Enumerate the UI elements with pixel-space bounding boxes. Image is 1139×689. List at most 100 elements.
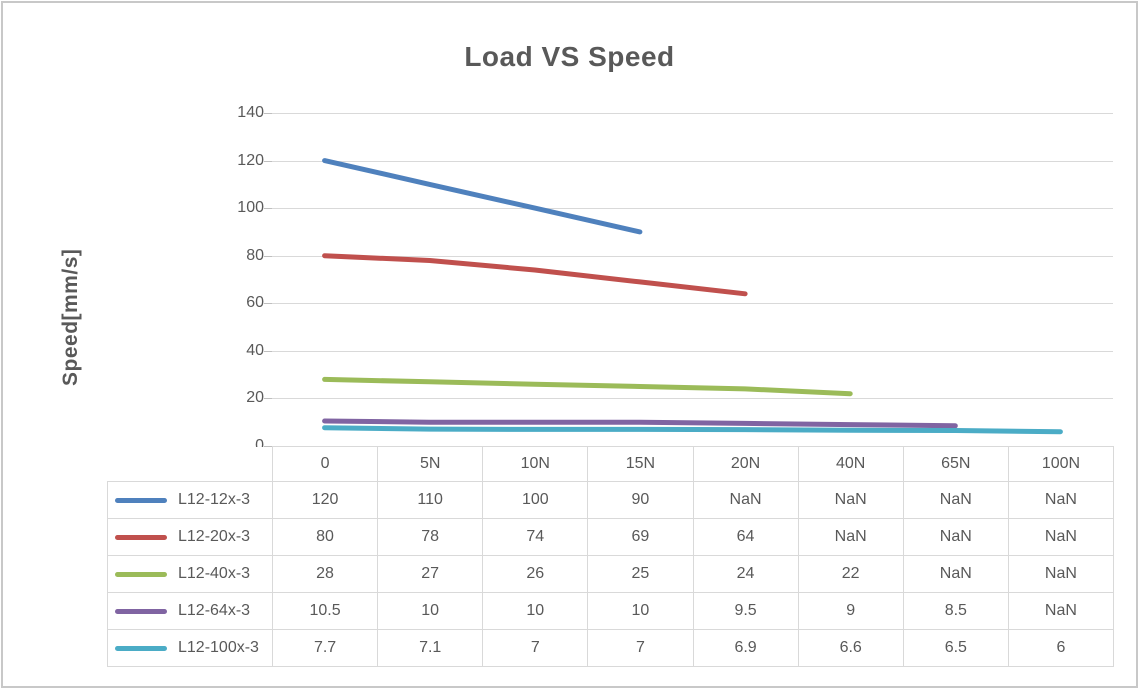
legend-cell-L12-40x-3: L12-40x-3 (107, 555, 273, 593)
gridline-y-140 (272, 113, 1113, 114)
series-line-L12-12x-3 (322, 158, 643, 235)
y-tick-label-40: 40 (246, 341, 264, 359)
data-table: 0 5N 10N 15N 20N 40N 65N 100N L12-12x-3 120 110 100… (107, 446, 1115, 667)
table-header-cell-100N: 100N (1007, 446, 1115, 482)
table-cell: 7 (482, 629, 589, 667)
gridline-y-40 (272, 350, 1113, 352)
table-cell: NaN (1007, 592, 1115, 630)
table-cell: 6.6 (797, 629, 904, 667)
legend-cell-L12-64x-3: L12-64x-3 (107, 592, 273, 630)
table-cell: 28 (271, 555, 379, 593)
legend-label: L12-64x-3 (178, 602, 251, 619)
table-cell: 9 (797, 592, 904, 630)
table-row-L12-20x-3: L12-20x-3 80 78 74 69 64 NaN NaN NaN (107, 518, 1115, 556)
table-cell: 10 (377, 592, 484, 630)
legend-label: L12-12x-3 (178, 491, 251, 508)
series-line-L12-64x-3 (322, 418, 958, 429)
y-axis-tick (264, 303, 272, 305)
y-tick-label-20: 20 (246, 389, 264, 407)
table-corner-cell (107, 446, 273, 482)
table-header-row: 0 5N 10N 15N 20N 40N 65N 100N (107, 446, 1115, 482)
table-cell: NaN (1007, 518, 1115, 556)
legend-cell-L12-12x-3: L12-12x-3 (107, 481, 273, 519)
table-row-L12-40x-3: L12-40x-3 28 27 26 25 24 22 NaN NaN (107, 555, 1115, 593)
table-cell: 64 (692, 518, 799, 556)
legend-label: L12-40x-3 (178, 565, 251, 582)
table-cell: 80 (271, 518, 379, 556)
legend-line-swatch-icon (115, 571, 167, 577)
legend-cell-L12-20x-3: L12-20x-3 (107, 518, 273, 556)
table-cell: 90 (587, 481, 694, 519)
legend-cell-L12-100x-3: L12-100x-3 (107, 629, 273, 667)
table-row-L12-100x-3: L12-100x-3 7.7 7.1 7 7 6.9 6.6 6.5 6 (107, 629, 1115, 667)
table-cell: 9.5 (692, 592, 799, 630)
table-header-cell-40N: 40N (797, 446, 904, 482)
table-cell: 10 (482, 592, 589, 630)
series-line-L12-100x-3 (322, 425, 1063, 435)
legend-line-swatch-icon (115, 645, 167, 651)
legend-line-swatch-icon (115, 534, 167, 540)
table-cell: NaN (692, 481, 799, 519)
table-cell: 6.5 (902, 629, 1009, 667)
y-tick-label-100: 100 (237, 199, 264, 217)
table-header-cell-20N: 20N (692, 446, 799, 482)
table-header-cell-5N: 5N (377, 446, 484, 482)
table-cell: 25 (587, 555, 694, 593)
table-cell: 69 (587, 518, 694, 556)
table-header-cell-10N: 10N (482, 446, 589, 482)
gridline-y-20 (272, 398, 1113, 400)
table-cell: 24 (692, 555, 799, 593)
series-lines (322, 158, 1063, 435)
table-row-L12-12x-3: L12-12x-3 120 110 100 90 NaN NaN NaN NaN (107, 481, 1115, 519)
table-cell: NaN (1007, 555, 1115, 593)
legend-label: L12-100x-3 (178, 639, 259, 656)
table-cell: 74 (482, 518, 589, 556)
table-cell: 22 (797, 555, 904, 593)
table-cell: 7.7 (271, 629, 379, 667)
table-cell: 120 (271, 481, 379, 519)
y-axis-tick (264, 350, 272, 352)
y-tick-label-140: 140 (237, 104, 264, 121)
table-cell: 8.5 (902, 592, 1009, 630)
gridline-y-80 (272, 255, 1113, 257)
table-cell: NaN (902, 481, 1009, 519)
table-cell: 78 (377, 518, 484, 556)
table-cell: NaN (902, 518, 1009, 556)
table-row-L12-64x-3: L12-64x-3 10.5 10 10 10 9.5 9 8.5 NaN (107, 592, 1115, 630)
y-axis-tick (264, 255, 272, 257)
gridline-y-120 (272, 160, 1113, 162)
gridline-y-100 (272, 208, 1113, 210)
table-header-cell-15N: 15N (587, 446, 694, 482)
table-header-cell-0: 0 (271, 446, 379, 482)
table-cell: 6 (1007, 629, 1115, 667)
y-axis-tick (264, 208, 272, 210)
gridline-y-60 (272, 303, 1113, 305)
legend-line-swatch-icon (115, 497, 167, 503)
y-tick-label-80: 80 (246, 246, 264, 264)
y-axis-tick (264, 160, 272, 162)
legend-line-swatch-icon (115, 608, 167, 614)
plot-area (272, 113, 1113, 446)
y-tick-label-60: 60 (246, 294, 264, 312)
series-line-L12-40x-3 (322, 376, 853, 397)
table-cell: 10 (587, 592, 694, 630)
table-cell: 100 (482, 481, 589, 519)
y-tick-label-0: 0 (255, 437, 264, 454)
table-cell: 10.5 (271, 592, 379, 630)
legend-label: L12-20x-3 (178, 528, 251, 545)
table-cell: 7.1 (377, 629, 484, 667)
y-axis-tick (264, 398, 272, 400)
table-cell: NaN (902, 555, 1009, 593)
table-cell: 110 (377, 481, 484, 519)
table-cell: NaN (797, 518, 904, 556)
table-cell: NaN (1007, 481, 1115, 519)
chart-title: Load VS Speed (464, 41, 675, 72)
table-cell: 27 (377, 555, 484, 593)
table-cell: NaN (797, 481, 904, 519)
y-tick-label-120: 120 (237, 151, 264, 169)
y-axis-tick (264, 113, 272, 114)
table-header-cell-65N: 65N (902, 446, 1009, 482)
table-cell: 7 (587, 629, 694, 667)
table-cell: 6.9 (692, 629, 799, 667)
